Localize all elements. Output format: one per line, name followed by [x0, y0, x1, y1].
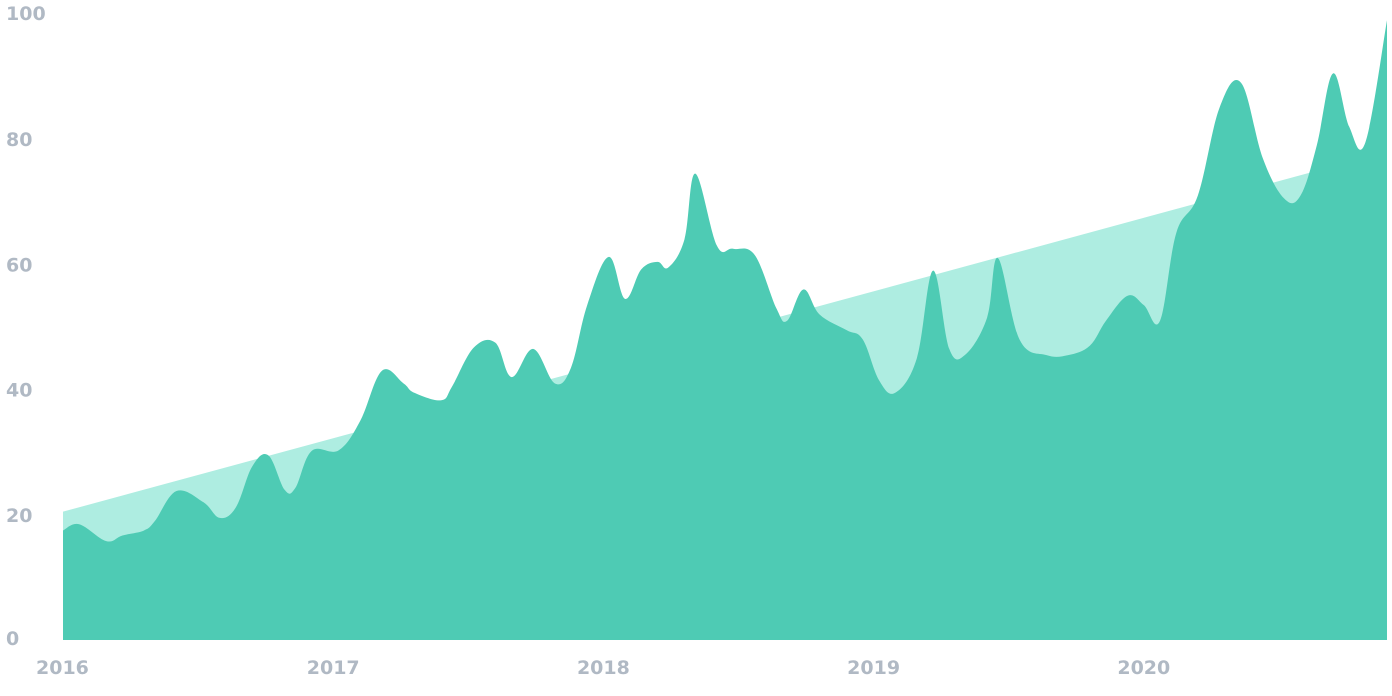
x-tick-label: 2020 [1117, 657, 1170, 679]
y-tick-label: 20 [6, 505, 32, 527]
x-axis: 2016 2017 2018 2019 2020 [36, 657, 1170, 679]
x-tick-label: 2017 [307, 657, 360, 679]
x-tick-label: 2016 [36, 657, 89, 679]
y-tick-label: 60 [6, 254, 32, 276]
y-tick-label: 0 [6, 628, 19, 650]
x-tick-label: 2018 [577, 657, 630, 679]
y-tick-label: 40 [6, 380, 32, 402]
y-tick-label: 100 [6, 3, 46, 25]
y-tick-label: 80 [6, 129, 32, 151]
actual-area [63, 20, 1387, 640]
plot-area [63, 20, 1387, 640]
y-axis: 0 20 40 60 80 100 [6, 3, 46, 650]
x-tick-label: 2019 [847, 657, 900, 679]
